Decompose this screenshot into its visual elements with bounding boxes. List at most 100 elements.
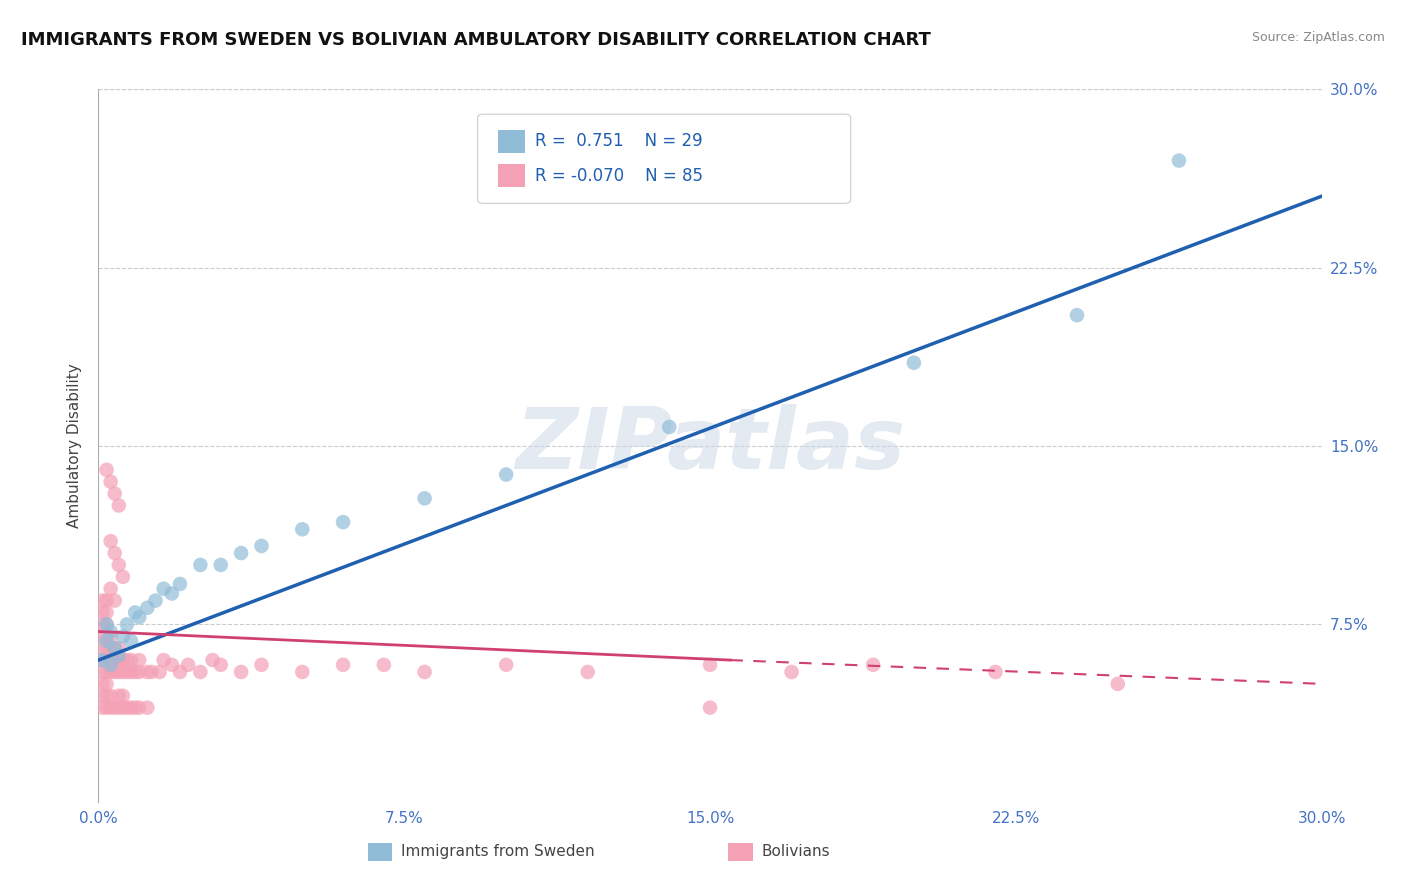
Point bbox=[291, 665, 314, 679]
Point bbox=[96, 629, 118, 643]
Text: Immigrants from Sweden: Immigrants from Sweden bbox=[401, 844, 595, 859]
Point bbox=[104, 641, 127, 656]
Point bbox=[104, 486, 127, 500]
Point bbox=[96, 593, 118, 607]
Point bbox=[104, 653, 127, 667]
Point bbox=[1066, 308, 1088, 322]
Text: IMMIGRANTS FROM SWEDEN VS BOLIVIAN AMBULATORY DISABILITY CORRELATION CHART: IMMIGRANTS FROM SWEDEN VS BOLIVIAN AMBUL… bbox=[21, 31, 931, 49]
Point bbox=[231, 665, 253, 679]
Point bbox=[124, 665, 146, 679]
FancyBboxPatch shape bbox=[478, 114, 851, 203]
Point bbox=[96, 617, 118, 632]
Point bbox=[100, 665, 122, 679]
Point bbox=[495, 657, 517, 672]
Point bbox=[96, 665, 118, 679]
Point bbox=[96, 463, 118, 477]
Point bbox=[91, 700, 114, 714]
Point bbox=[104, 593, 127, 607]
Text: R = -0.070    N = 85: R = -0.070 N = 85 bbox=[536, 167, 703, 185]
Point bbox=[152, 582, 174, 596]
Point bbox=[91, 653, 114, 667]
Point bbox=[91, 593, 114, 607]
Point bbox=[100, 475, 122, 489]
Point bbox=[96, 641, 118, 656]
Point bbox=[373, 657, 395, 672]
Point bbox=[111, 700, 134, 714]
Point bbox=[96, 677, 118, 691]
Point bbox=[120, 665, 142, 679]
Point bbox=[115, 665, 138, 679]
Point bbox=[209, 558, 232, 572]
Point bbox=[100, 653, 122, 667]
Point bbox=[188, 665, 212, 679]
Point bbox=[124, 606, 146, 620]
Point bbox=[91, 606, 114, 620]
Point bbox=[250, 657, 273, 672]
Point bbox=[100, 700, 122, 714]
Point bbox=[136, 700, 159, 714]
Point bbox=[128, 665, 150, 679]
Point bbox=[91, 689, 114, 703]
Point bbox=[96, 606, 118, 620]
Point bbox=[149, 665, 172, 679]
Point bbox=[91, 629, 114, 643]
Point bbox=[111, 629, 134, 643]
Text: R =  0.751    N = 29: R = 0.751 N = 29 bbox=[536, 132, 703, 150]
Point bbox=[699, 700, 721, 714]
Point bbox=[91, 641, 114, 656]
Point bbox=[120, 634, 142, 648]
Bar bbox=[498, 130, 526, 153]
Point bbox=[128, 700, 150, 714]
Point bbox=[100, 657, 122, 672]
Point bbox=[108, 648, 131, 663]
Point bbox=[188, 558, 212, 572]
Point bbox=[903, 356, 925, 370]
Point bbox=[100, 689, 122, 703]
Point bbox=[136, 600, 159, 615]
Point bbox=[104, 700, 127, 714]
Point bbox=[201, 653, 224, 667]
Point bbox=[108, 653, 131, 667]
Point bbox=[96, 634, 118, 648]
Point bbox=[699, 657, 721, 672]
Point bbox=[413, 665, 436, 679]
Point bbox=[104, 641, 127, 656]
Point bbox=[209, 657, 232, 672]
Point bbox=[96, 700, 118, 714]
Point bbox=[1167, 153, 1189, 168]
Point bbox=[108, 700, 131, 714]
Text: ZIPatlas: ZIPatlas bbox=[515, 404, 905, 488]
Point bbox=[100, 629, 122, 643]
Point bbox=[120, 700, 142, 714]
Point bbox=[91, 665, 114, 679]
Point bbox=[576, 665, 599, 679]
Point bbox=[91, 677, 114, 691]
Point bbox=[1107, 677, 1129, 691]
Point bbox=[104, 665, 127, 679]
Point bbox=[115, 700, 138, 714]
Point bbox=[111, 653, 134, 667]
Point bbox=[96, 689, 118, 703]
Point bbox=[984, 665, 1007, 679]
Point bbox=[100, 624, 122, 639]
Point bbox=[115, 653, 138, 667]
Point bbox=[91, 653, 114, 667]
Point bbox=[108, 689, 131, 703]
Point bbox=[141, 665, 163, 679]
Point bbox=[115, 617, 138, 632]
Point bbox=[96, 653, 118, 667]
Point bbox=[160, 586, 183, 600]
Point bbox=[291, 522, 314, 536]
Point bbox=[332, 657, 354, 672]
Bar bbox=[367, 844, 392, 861]
Point bbox=[124, 700, 146, 714]
Point bbox=[96, 617, 118, 632]
Point bbox=[108, 499, 131, 513]
Point bbox=[111, 689, 134, 703]
Point bbox=[111, 665, 134, 679]
Point bbox=[128, 653, 150, 667]
Point bbox=[100, 641, 122, 656]
Point bbox=[250, 539, 273, 553]
Point bbox=[108, 665, 131, 679]
Point bbox=[160, 657, 183, 672]
